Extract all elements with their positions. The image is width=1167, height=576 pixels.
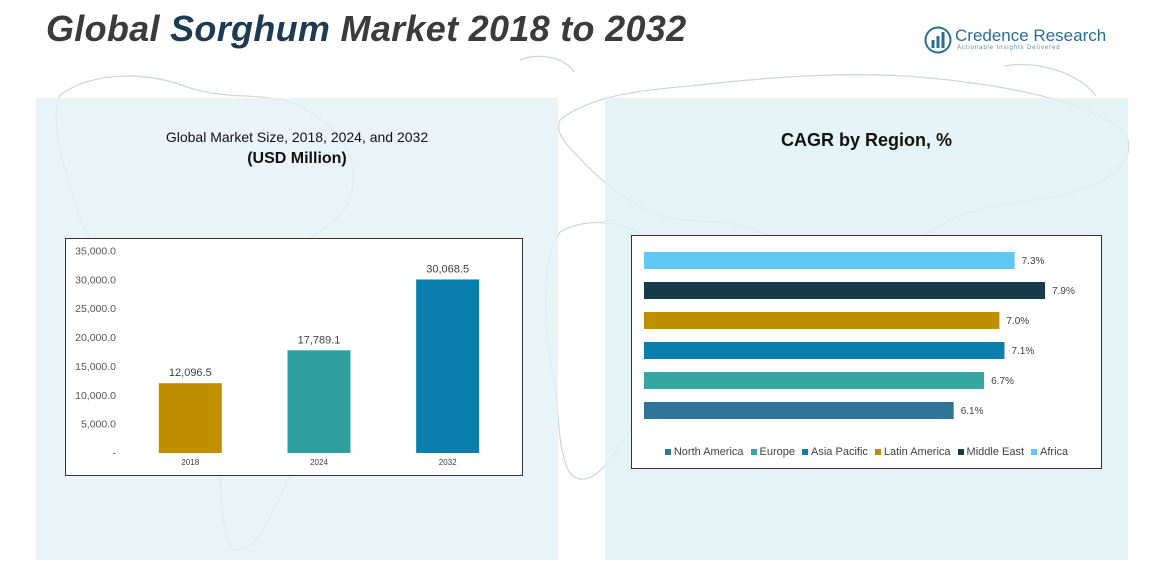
legend-item-africa: Africa <box>1031 446 1068 458</box>
bar-asia-pacific <box>644 342 1005 359</box>
legend-label-latin-america: Latin America <box>883 446 951 458</box>
legend-label-north-america: North America <box>673 446 744 458</box>
legend-item-north-america: North America <box>664 446 744 458</box>
legend-item-latin-america: Latin America <box>874 446 951 458</box>
data-label-middle-east: 7.9% <box>1052 286 1075 297</box>
y-tick-label-10-000-0: 10,000.0 <box>75 390 116 402</box>
bar-north-america <box>644 402 954 419</box>
legend-label-asia-pacific: Asia Pacific <box>811 446 868 458</box>
title-accent: Sorghum <box>170 8 331 49</box>
cagr-legend: North America Europe Asia Pacific Latin Ame… <box>632 446 1101 458</box>
data-label-2032: 30,068.5 <box>426 263 469 275</box>
legend-swatch-middle-east <box>957 449 964 455</box>
y-tick-label-35-000-0: 35,000.0 <box>75 246 116 258</box>
bar-latin-america <box>644 312 1000 329</box>
y-tick-label-25-000-0: 25,000.0 <box>75 303 116 315</box>
legend-swatch-latin-america <box>874 449 881 455</box>
page-title: Global Sorghum Market 2018 to 2032 <box>46 8 686 50</box>
bar-europe <box>644 372 985 389</box>
title-prefix: Global <box>46 8 160 49</box>
legend-label-europe: Europe <box>759 446 796 458</box>
cagr-bar-chart: 6.1% 6.7% 7.1% 7.0% 7.9% 7.3% <box>644 252 1075 419</box>
data-label-africa: 7.3% <box>1022 256 1045 267</box>
data-label-latin-america: 7.0% <box>1006 316 1029 327</box>
title-suffix: Market 2018 to 2032 <box>340 8 687 49</box>
y-tick-label-5-000-0: 5,000.0 <box>81 419 116 431</box>
data-label-2018: 12,096.5 <box>169 367 212 379</box>
legend-swatch-europe <box>750 449 757 455</box>
y-tick-label-zero: - <box>113 448 117 460</box>
logo-tagline: Actionable Insights Delivered <box>957 45 1061 51</box>
cagr-chart-title: CAGR by Region, % <box>780 130 952 150</box>
cagr-panel: CAGR by Region, % 6.1% 6.7% 7.1% 7.0% 7.9% 7.… <box>605 98 1128 560</box>
legend-swatch-asia-pacific <box>802 449 809 455</box>
bar-chart-circle-icon <box>924 26 952 54</box>
x-tick-label-2032: 2032 <box>439 458 457 467</box>
market-size-bar-chart: - 5,000.0 10,000.0 15,000.0 20,000.0 25,000.0… <box>75 246 480 467</box>
bar-2032 <box>416 279 480 453</box>
market-size-panel: Global Market Size, 2018, 2024, and 2032… <box>36 98 558 560</box>
data-label-north-america: 6.1% <box>961 406 984 417</box>
legend-item-europe: Europe <box>750 446 796 458</box>
legend-label-africa: Africa <box>1040 446 1069 458</box>
legend-swatch-north-america <box>664 449 671 455</box>
x-tick-label-2018: 2018 <box>181 458 199 467</box>
market-size-chart-box: - 5,000.0 10,000.0 15,000.0 20,000.0 25,000.0… <box>65 238 523 476</box>
legend-item-middle-east: Middle East <box>957 446 1025 458</box>
data-label-asia-pacific: 7.1% <box>1011 346 1034 357</box>
data-label-europe: 6.7% <box>991 376 1014 387</box>
logo-name: Credence Research <box>955 26 1107 45</box>
data-label-2024: 17,789.1 <box>298 334 341 346</box>
legend-label-middle-east: Middle East <box>966 446 1025 458</box>
y-tick-label-20-000-0: 20,000.0 <box>75 332 116 344</box>
bar-2018 <box>158 383 222 453</box>
bar-2024 <box>287 350 351 453</box>
x-tick-label-2024: 2024 <box>310 458 328 467</box>
market-size-chart-title: Global Market Size, 2018, 2024, and 2032 <box>165 129 429 145</box>
legend-swatch-africa <box>1031 449 1038 455</box>
y-tick-label-30-000-0: 30,000.0 <box>75 274 116 286</box>
cagr-chart-box: 6.1% 6.7% 7.1% 7.0% 7.9% 7.3% North America Eu… <box>631 235 1102 469</box>
y-tick-label-15-000-0: 15,000.0 <box>75 361 116 373</box>
market-size-chart-unit: (USD Million) <box>247 150 347 167</box>
legend-item-asia-pacific: Asia Pacific <box>802 446 868 458</box>
bar-africa <box>644 252 1015 269</box>
bar-middle-east <box>644 282 1046 299</box>
credence-research-logo: Credence Research Actionable Insights De… <box>924 26 1114 56</box>
